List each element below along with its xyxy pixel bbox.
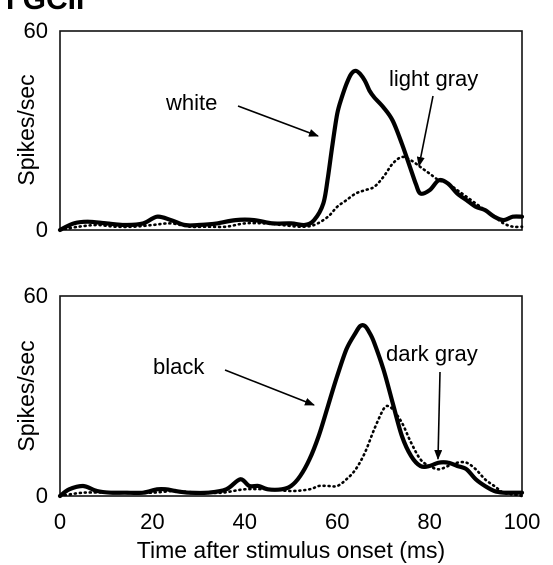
annotation-black: black bbox=[153, 354, 205, 379]
x-axis-label: Time after stimulus onset (ms) bbox=[137, 537, 445, 563]
series-line-dark-gray-bottom bbox=[58, 404, 524, 498]
series-group-top bbox=[57, 68, 525, 233]
y-axis-label-top: Spikes/sec bbox=[13, 74, 39, 185]
arrow-white bbox=[237, 105, 319, 137]
arrow-dark-gray bbox=[434, 371, 443, 460]
annotation-white: white bbox=[165, 90, 217, 115]
plot-frame-bottom bbox=[59, 295, 523, 497]
panel-bottom: 60 0 Spikes/sec black dark gray 0 20 40 60 8… bbox=[13, 283, 540, 563]
y-tick-top-zero: 0 bbox=[36, 217, 48, 242]
series-line-light-gray-top bbox=[58, 155, 524, 232]
y-axis-label-bottom: Spikes/sec bbox=[13, 340, 39, 451]
x-tick-label-20: 20 bbox=[140, 509, 164, 534]
header-fragment: I GCII bbox=[6, 0, 84, 16]
y-tick-bottom-max: 60 bbox=[24, 283, 48, 308]
x-tick-label-80: 80 bbox=[417, 509, 441, 534]
annotation-dark-gray: dark gray bbox=[386, 341, 478, 366]
plot-frame-top bbox=[59, 30, 523, 231]
x-tick-label-40: 40 bbox=[233, 509, 257, 534]
x-tick-label-0: 0 bbox=[54, 509, 66, 534]
y-tick-top-max: 60 bbox=[24, 18, 48, 43]
arrow-light-gray bbox=[416, 95, 434, 167]
arrow-black bbox=[224, 369, 315, 406]
y-tick-bottom-zero: 0 bbox=[36, 483, 48, 508]
panel-top: 60 0 Spikes/sec white light gray bbox=[13, 18, 525, 242]
series-group-bottom bbox=[57, 323, 525, 499]
series-line-white-top bbox=[57, 68, 525, 233]
x-tick-label-60: 60 bbox=[325, 509, 349, 534]
x-tick-label-100: 100 bbox=[504, 509, 541, 534]
annotation-light-gray: light gray bbox=[389, 66, 478, 91]
x-tick-labels: 0 20 40 60 80 100 bbox=[54, 509, 540, 534]
